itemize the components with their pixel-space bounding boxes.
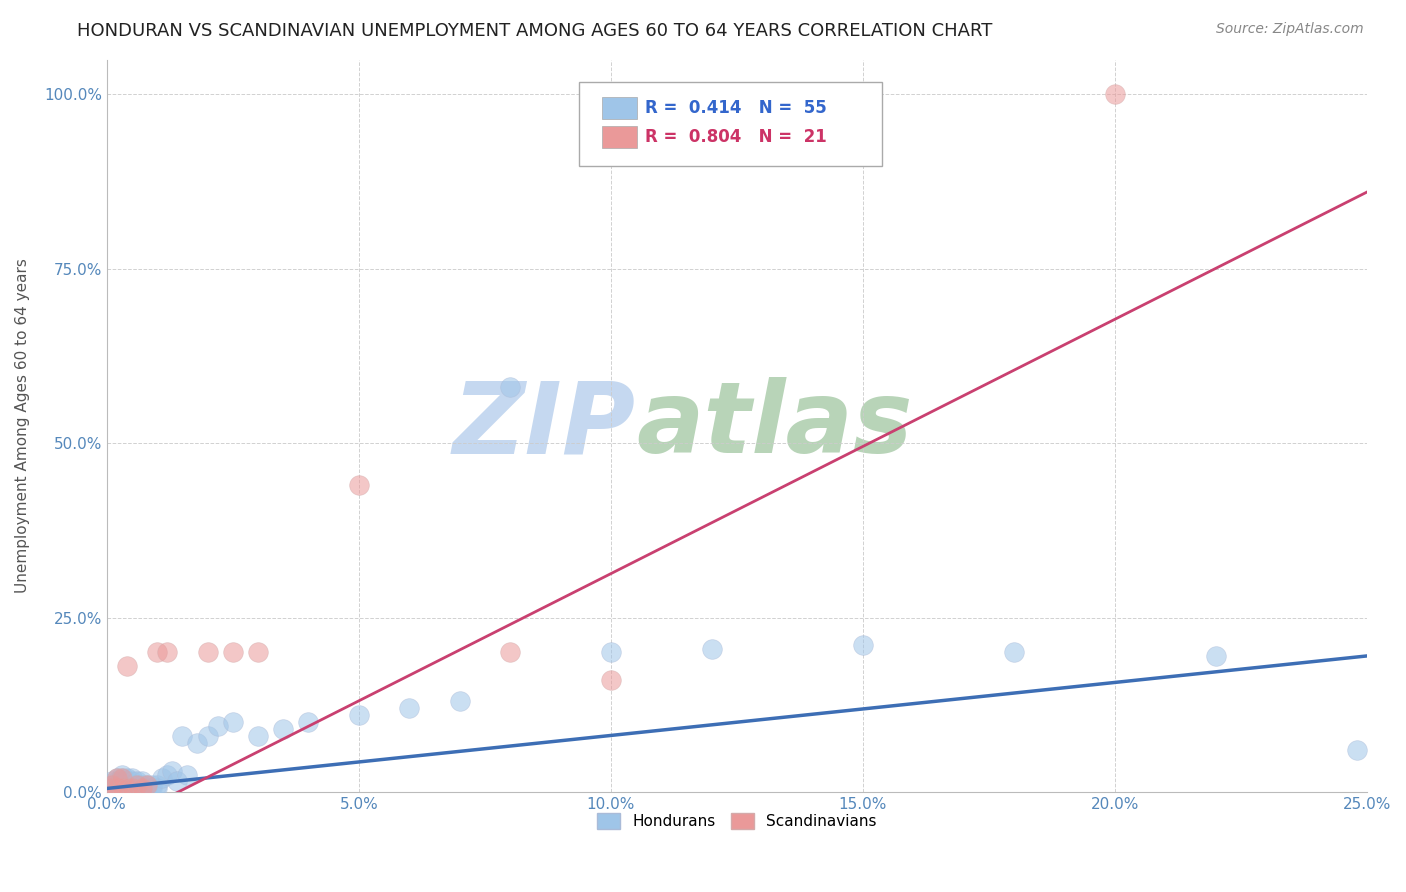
Point xyxy=(101,774,124,789)
Point xyxy=(156,645,179,659)
Point xyxy=(297,715,319,730)
Point xyxy=(176,767,198,781)
Point xyxy=(172,729,194,743)
Point xyxy=(115,659,138,673)
Point xyxy=(222,645,245,659)
Point xyxy=(105,771,128,785)
Text: R =  0.804   N =  21: R = 0.804 N = 21 xyxy=(645,128,827,146)
Point xyxy=(121,778,143,792)
Point xyxy=(125,781,148,796)
Text: HONDURAN VS SCANDINAVIAN UNEMPLOYMENT AMONG AGES 60 TO 64 YEARS CORRELATION CHAR: HONDURAN VS SCANDINAVIAN UNEMPLOYMENT AM… xyxy=(77,22,993,40)
Point xyxy=(131,778,153,792)
Point xyxy=(1205,648,1227,663)
Point xyxy=(1002,645,1025,659)
Point xyxy=(347,478,370,492)
Point xyxy=(599,645,621,659)
Text: R =  0.414   N =  55: R = 0.414 N = 55 xyxy=(645,99,827,117)
Point xyxy=(398,701,420,715)
Point xyxy=(121,771,143,785)
Point xyxy=(105,774,128,789)
Point xyxy=(136,781,159,796)
Point xyxy=(197,645,219,659)
Point xyxy=(146,645,169,659)
FancyBboxPatch shape xyxy=(602,127,637,148)
Point xyxy=(166,774,188,789)
Point xyxy=(136,778,159,792)
Point xyxy=(115,771,138,785)
Point xyxy=(115,774,138,789)
Text: ZIP: ZIP xyxy=(453,377,636,475)
Point xyxy=(121,774,143,789)
Point xyxy=(111,778,134,792)
Point xyxy=(121,781,143,796)
Point xyxy=(111,767,134,781)
Point xyxy=(105,781,128,796)
Point xyxy=(125,774,148,789)
Point xyxy=(852,639,875,653)
Point xyxy=(599,673,621,688)
Point xyxy=(121,781,143,796)
Point xyxy=(115,781,138,796)
Point xyxy=(222,715,245,730)
Point xyxy=(131,781,153,796)
Point xyxy=(131,774,153,789)
Point xyxy=(700,642,723,657)
Point xyxy=(136,778,159,792)
Point xyxy=(111,781,134,796)
Point xyxy=(111,774,134,789)
Point xyxy=(499,645,522,659)
Point xyxy=(101,781,124,796)
Point xyxy=(125,778,148,792)
Point xyxy=(146,781,169,796)
FancyBboxPatch shape xyxy=(602,97,637,119)
Point xyxy=(246,729,269,743)
Point xyxy=(141,781,163,796)
FancyBboxPatch shape xyxy=(579,81,882,166)
Y-axis label: Unemployment Among Ages 60 to 64 years: Unemployment Among Ages 60 to 64 years xyxy=(15,259,30,593)
Point xyxy=(1104,87,1126,102)
Point xyxy=(101,781,124,796)
Point xyxy=(186,736,208,750)
Text: atlas: atlas xyxy=(636,377,912,475)
Point xyxy=(131,781,153,796)
Point xyxy=(1346,743,1368,757)
Point xyxy=(101,778,124,792)
Point xyxy=(449,694,471,708)
Point xyxy=(207,719,229,733)
Text: Source: ZipAtlas.com: Source: ZipAtlas.com xyxy=(1216,22,1364,37)
Point xyxy=(101,778,124,792)
Point xyxy=(105,781,128,796)
Point xyxy=(146,778,169,792)
Point xyxy=(347,708,370,723)
Point xyxy=(141,778,163,792)
Point xyxy=(111,781,134,796)
Point xyxy=(499,380,522,394)
Point xyxy=(246,645,269,659)
Point xyxy=(162,764,184,778)
Point xyxy=(150,771,173,785)
Point xyxy=(105,778,128,792)
Point xyxy=(115,778,138,792)
Point xyxy=(271,722,294,736)
Point xyxy=(115,781,138,796)
Point xyxy=(111,771,134,785)
Point xyxy=(197,729,219,743)
Point xyxy=(105,771,128,785)
Point xyxy=(125,778,148,792)
Point xyxy=(156,767,179,781)
Point xyxy=(111,771,134,785)
Legend: Hondurans, Scandinavians: Hondurans, Scandinavians xyxy=(591,807,883,836)
